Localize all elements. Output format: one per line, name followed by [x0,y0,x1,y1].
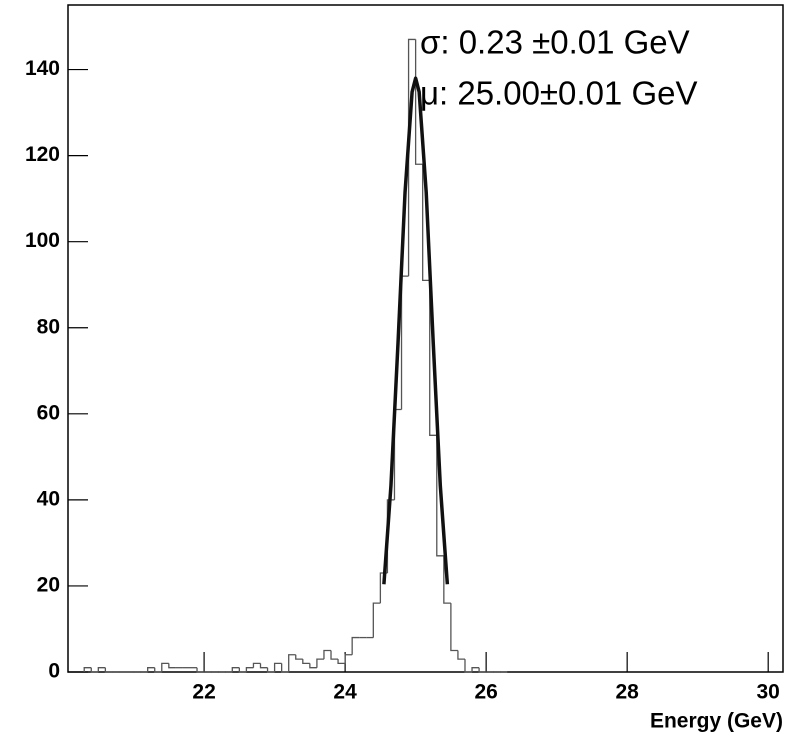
y-tick-label: 60 [37,401,60,424]
y-tick-label: 20 [37,573,60,596]
histogram-bin [450,603,458,652]
y-tick-label: 140 [25,57,60,80]
histogram-bin [273,662,282,672]
y-tick-label: 40 [37,487,60,510]
histogram-bin [168,663,176,669]
histogram-bin [147,667,155,672]
x-tick-label: 28 [615,681,639,704]
plot-frame [67,4,784,673]
x-tick-label: 26 [474,681,497,704]
histogram-bin [407,38,416,277]
y-tick-label: 0 [48,660,60,683]
histogram-bin [302,659,310,665]
histogram-bin [330,650,339,660]
histogram-bin [309,663,317,669]
histogram-bin [351,636,360,655]
histogram-bin [154,667,162,673]
annotation: σ: 0.23 ±0.01 GeV [420,24,690,61]
x-tick-label: 30 [757,681,780,704]
histogram-bin [281,663,289,673]
histogram-bin [266,667,275,673]
histogram-bin [245,667,254,672]
histogram-bin [337,659,346,665]
histogram-bin [104,667,113,673]
histogram-bin [238,667,247,673]
histogram-bin [295,654,303,660]
histogram-bin [422,164,430,282]
y-tick-label: 80 [37,315,60,338]
histogram-bin [471,667,480,672]
histogram-bin [344,654,353,664]
histogram-bin [400,275,409,410]
histogram-bin [90,667,99,673]
histogram-bin [429,280,437,436]
histogram-bin [478,667,487,673]
y-tick-label: 120 [25,143,60,166]
fit-curve [382,76,450,585]
histogram-bin [464,659,473,673]
histogram-bin [288,654,296,672]
histogram-bin [443,555,451,604]
histogram-bin [316,658,324,668]
annotation: μ: 25.00±0.01 GeV [420,75,697,112]
histogram-bin [457,650,465,660]
y-tick-label: 100 [25,229,60,252]
histogram-bin [83,667,92,672]
histogram-bin [196,667,205,673]
x-tick-label: 22 [192,681,215,704]
histogram-bin [372,602,381,638]
x-axis-label: Energy (GeV) [650,710,783,733]
histogram-bin [161,662,169,672]
histogram-bin [252,662,261,668]
histogram-bin [231,667,240,672]
histogram-bin [436,435,444,557]
histogram-bin [97,667,106,672]
x-tick-label: 24 [333,681,357,704]
histogram-bin [323,649,332,660]
histogram-bin [259,663,268,669]
